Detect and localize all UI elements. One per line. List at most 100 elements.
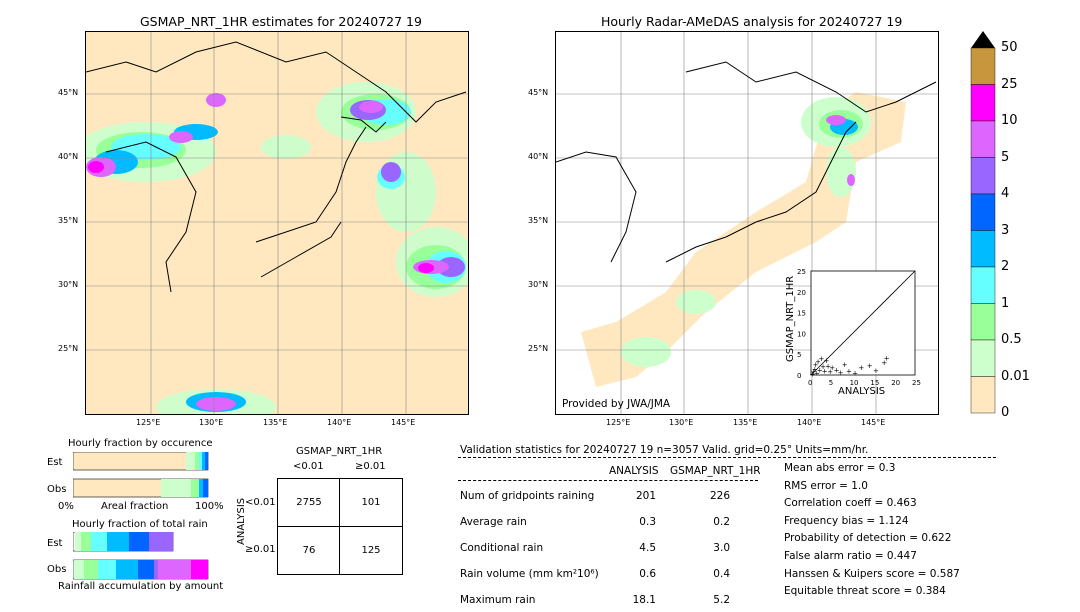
lat-label: 25°N	[58, 344, 79, 353]
validation-row-label: Num of gridpoints raining	[460, 490, 595, 502]
scatter-point: +	[825, 362, 831, 370]
colorbar-segment	[970, 84, 996, 122]
right-map-credit: Provided by JWA/JMA	[562, 398, 671, 410]
lon-label: 125°E	[136, 418, 161, 427]
lat-label: 45°N	[528, 88, 549, 97]
validation-score: Probability of detection = 0.622	[784, 532, 952, 545]
colorbar-segment	[970, 47, 996, 85]
lat-label: 25°N	[528, 344, 549, 353]
lon-label: 130°E	[199, 418, 224, 427]
total-rain-footer: Rainfall accumulation by amount	[58, 581, 224, 592]
right-map-title: Hourly Radar-AMeDAS analysis for 2024072…	[601, 14, 903, 29]
scatter-point: +	[827, 368, 833, 376]
contingency-title: GSMAP_NRT_1HR	[296, 446, 383, 457]
lon-label: 130°E	[669, 418, 694, 427]
contingency-row1: <0.01	[245, 497, 276, 508]
left-map	[85, 31, 469, 415]
lat-label: 35°N	[528, 216, 549, 225]
scatter-point: +	[881, 359, 887, 367]
occurrence-title: Hourly fraction by occurence	[68, 438, 213, 449]
total-rain-obs-label: Obs	[47, 564, 67, 575]
lat-label: 35°N	[58, 216, 79, 225]
lon-label: 125°E	[606, 418, 631, 427]
inset-x-tick: 5	[829, 379, 833, 387]
scatter-point: +	[814, 369, 820, 377]
validation-score: False alarm ratio = 0.447	[784, 550, 917, 562]
inset-y-tick: 20	[797, 289, 806, 297]
total-rain-bars	[73, 532, 209, 580]
scatter-point: +	[852, 369, 858, 377]
lat-label: 30°N	[58, 280, 79, 289]
colorbar-label: 0	[1001, 405, 1010, 420]
validation-row-analysis: 18.1	[632, 594, 656, 606]
inset-ylabel: GSMAP_NRT_1HR	[785, 275, 796, 362]
inset-y-tick: 5	[797, 351, 801, 359]
inset-y-tick: 15	[797, 310, 806, 318]
validation-score: Frequency bias = 1.124	[784, 514, 909, 527]
colorbar	[970, 31, 996, 414]
total-rain-est-label: Est	[47, 538, 63, 549]
inset-y-tick: 0	[797, 372, 801, 380]
inset-x-tick: 20	[891, 379, 900, 387]
scatter-point: +	[817, 367, 823, 375]
inset-points: ++++++++++++++++++ ++ ++++	[809, 354, 889, 378]
occurrence-x1: 100%	[195, 501, 224, 512]
left-map-rain-field	[86, 32, 468, 414]
colorbar-label: 50	[1001, 40, 1018, 55]
lat-label: 40°N	[528, 152, 549, 161]
inset-x-tick: 10	[850, 379, 859, 387]
lat-label: 40°N	[58, 152, 79, 161]
validation-row-label: Conditional rain	[460, 542, 544, 554]
occurrence-xlabel: Areal fraction	[101, 501, 169, 512]
scatter-point: +	[829, 364, 835, 372]
colorbar-label: 4	[1001, 186, 1010, 201]
validation-row-label: Rain volume (mm km²10⁶)	[460, 568, 599, 580]
scatter-point: +	[884, 354, 890, 362]
colorbar-segment	[970, 230, 996, 268]
left-map-title: GSMAP_NRT_1HR estimates for 20240727 19	[140, 14, 422, 29]
inset-y-tick: 25	[797, 268, 806, 276]
total-rain-title: Hourly fraction of total rain	[72, 519, 208, 530]
inset-scatter: ++++++++++++++++++ ++ ++++ 00 5 5 10 10 15 15 20 2…	[797, 268, 921, 387]
scatter-point: +	[823, 357, 829, 365]
contingency-table: 2755 101 76 125	[277, 478, 403, 575]
inset-x-tick: 0	[808, 379, 812, 387]
validation-col-analysis: ANALYSIS	[609, 465, 659, 477]
colorbar-label: 3	[1001, 222, 1010, 238]
occurrence-obs-label: Obs	[47, 484, 67, 495]
validation-row-label: Average rain	[460, 516, 527, 528]
colorbar-segment	[970, 266, 996, 304]
lat-label: 45°N	[58, 88, 79, 97]
colorbar-segment	[970, 193, 996, 231]
right-map: Provided by JWA/JMA + + + + + + + + + + + + + + + + + + + +…	[555, 31, 939, 415]
validation-row-analysis: 4.5	[639, 542, 656, 554]
validation-table-divider	[458, 480, 758, 481]
colorbar-label: 10	[1001, 113, 1018, 128]
validation-row-label: Maximum rain	[460, 594, 536, 606]
lon-label: 135°E	[263, 418, 288, 427]
validation-header: Validation statistics for 20240727 19 n=…	[460, 444, 869, 456]
occurrence-x0: 0%	[58, 501, 74, 512]
colorbar-segment	[970, 120, 996, 158]
colorbar-segment	[970, 339, 996, 377]
scatter-point: +	[822, 367, 828, 375]
lon-label: 140°E	[327, 418, 352, 427]
scatter-point: +	[809, 370, 815, 378]
validation-score: Equitable threat score = 0.384	[784, 585, 946, 598]
lat-label: 30°N	[528, 280, 549, 289]
scatter-point: +	[858, 364, 864, 372]
contingency-col2: ≥0.01	[355, 461, 386, 472]
validation-score: Hanssen & Kuipers score = 0.587	[784, 567, 960, 580]
validation-row-gsmap: 5.2	[713, 594, 730, 606]
scatter-point: +	[813, 361, 819, 369]
contingency-cell: 125	[361, 545, 381, 556]
lon-label: 140°E	[797, 418, 822, 427]
colorbar-label: 0.01	[1001, 368, 1030, 384]
colorbar-segment	[970, 376, 996, 414]
validation-score: RMS error = 1.0	[784, 479, 868, 492]
inset-xlabel: ANALYSIS	[838, 386, 886, 397]
lon-label: 145°E	[861, 418, 886, 427]
validation-col-gsmap: GSMAP_NRT_1HR	[670, 465, 761, 477]
scatter-point: +	[815, 358, 821, 366]
scatter-point: +	[846, 367, 852, 375]
